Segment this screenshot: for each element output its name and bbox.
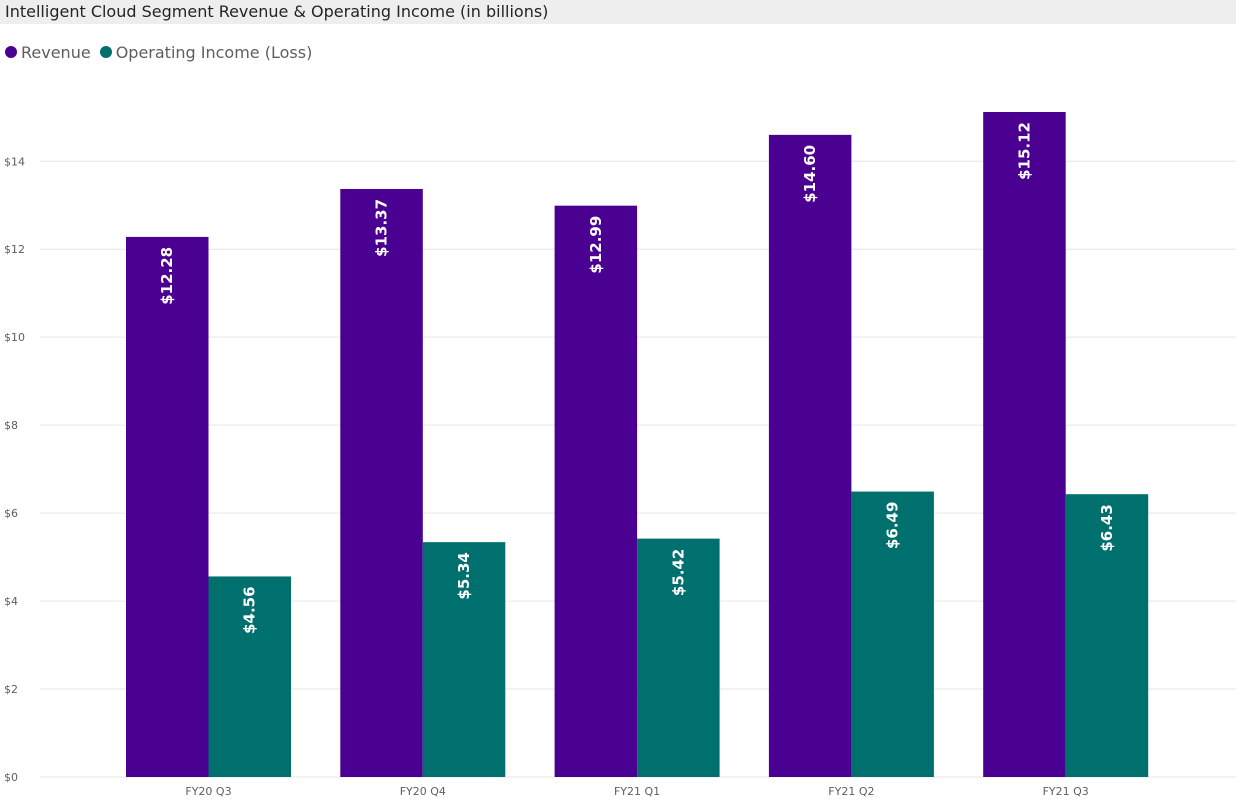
legend-item-revenue[interactable]: Revenue	[5, 43, 91, 62]
bar-data-label: $14.60	[801, 145, 819, 203]
bar-data-label: $5.42	[669, 549, 687, 596]
bar-data-label: $5.34	[455, 552, 473, 599]
bar-operating-income[interactable]	[1065, 494, 1149, 777]
legend-marker-revenue	[5, 46, 17, 58]
x-tick-label: FY21 Q1	[614, 785, 660, 798]
bar-revenue[interactable]	[983, 112, 1066, 777]
bar-revenue[interactable]	[554, 205, 638, 778]
chart-title: Intelligent Cloud Segment Revenue & Oper…	[5, 2, 549, 21]
bar-data-label: $12.28	[158, 247, 176, 305]
bar-operating-income[interactable]	[637, 538, 720, 777]
y-tick-label: $10	[4, 331, 25, 344]
legend-marker-operating-income	[99, 46, 112, 58]
bar-revenue[interactable]	[126, 236, 209, 777]
legend-label-revenue: Revenue	[21, 42, 91, 62]
y-tick-label: $8	[4, 419, 18, 432]
x-tick-label: FY20 Q3	[185, 785, 231, 798]
bar-data-label: $6.43	[1098, 504, 1116, 551]
y-tick-label: $14	[4, 155, 25, 168]
y-tick-label: $12	[4, 243, 25, 256]
bar-data-label: $4.56	[241, 586, 259, 633]
bar-operating-income[interactable]	[851, 491, 934, 777]
bar-data-label: $15.12	[1015, 122, 1033, 180]
y-tick-label: $2	[4, 683, 18, 696]
bar-revenue[interactable]	[768, 134, 852, 778]
x-tick-label: FY20 Q4	[400, 785, 446, 798]
chart-legend[interactable]: Revenue Operating Income (Loss)	[5, 41, 321, 63]
bar-operating-income[interactable]	[422, 542, 506, 777]
x-tick-label: FY21 Q3	[1043, 785, 1089, 798]
y-tick-label: $0	[4, 771, 18, 784]
y-tick-label: $4	[4, 595, 18, 608]
chart-title-bar: Intelligent Cloud Segment Revenue & Oper…	[0, 0, 1236, 24]
bar-operating-income[interactable]	[208, 576, 292, 777]
bar-data-label: $13.37	[373, 199, 391, 257]
legend-item-operating-income[interactable]: Operating Income (Loss)	[99, 42, 313, 62]
x-tick-label: FY21 Q2	[828, 785, 874, 798]
bar-revenue[interactable]	[340, 188, 423, 777]
bar-data-label: $6.49	[884, 502, 902, 549]
bar-data-label: $12.99	[587, 216, 605, 274]
legend-label-operating-income: Operating Income (Loss)	[115, 42, 313, 62]
y-tick-label: $6	[4, 507, 18, 520]
